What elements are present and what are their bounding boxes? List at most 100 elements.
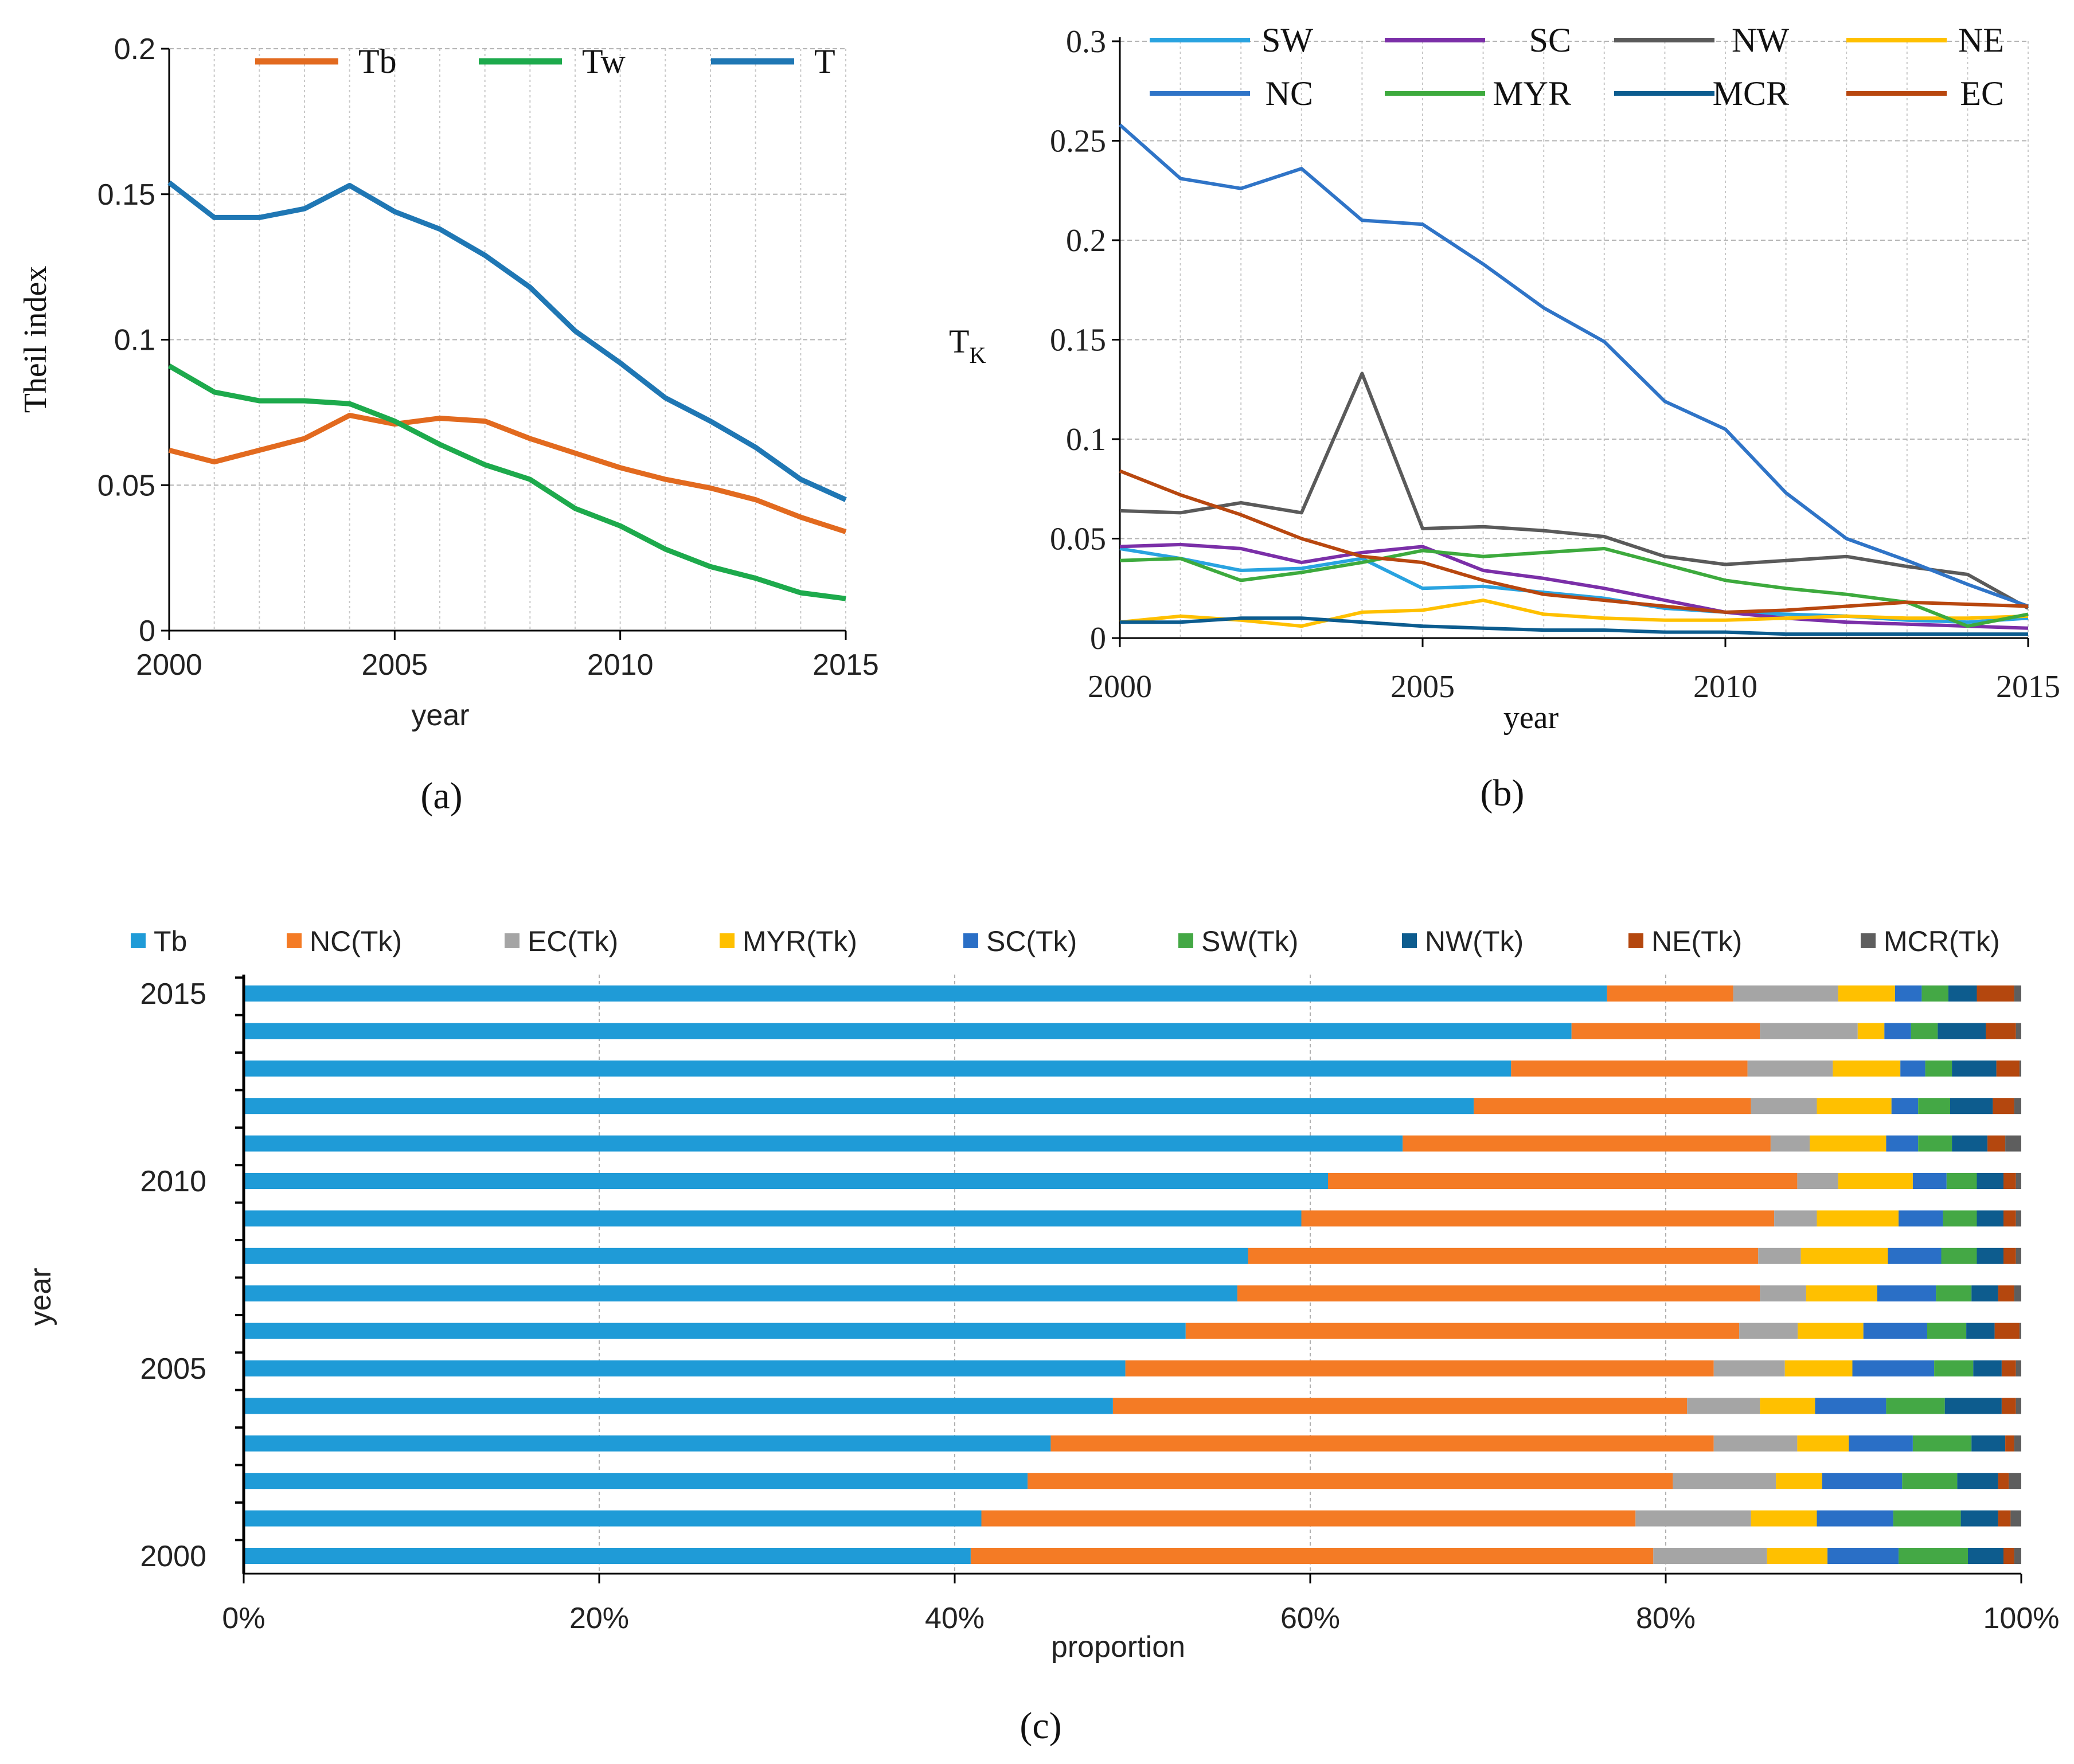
panel-b-legend-label-ne: NE	[1958, 21, 2004, 59]
panel-c-legend-label-swtk: SW(Tk)	[1201, 925, 1298, 957]
panel-b-series-ne	[1119, 599, 2029, 628]
panel-c-bar-segment-netk	[1977, 985, 2014, 1002]
panel-c-bar-segment-netk	[1993, 1098, 2014, 1114]
panel-a-x-tick-label: 2010	[587, 648, 654, 682]
panel-b-y-tick-label: 0	[1090, 621, 1106, 656]
panel-c-bar-segment-nwtk	[1960, 1510, 1998, 1527]
panel-a-y-tick-label: 0.2	[114, 33, 155, 66]
panel-c-bar-segment-nctk	[1248, 1247, 1759, 1264]
panel-c-bar-segment-myrtk	[1776, 1473, 1822, 1489]
panel-c-x-tick-label: 0%	[222, 1602, 265, 1635]
panel-c-bar-segment-tb	[244, 1210, 1302, 1227]
panel-b-series-nw	[1119, 371, 2029, 610]
panel-b-x-tick-labels: 2000 2005 2010 2015	[1088, 638, 2060, 705]
panel-c-bar-segment-myrtk	[1838, 985, 1895, 1002]
panel-c-bar-segment-myrtk	[1760, 1398, 1815, 1414]
panel-c-bar-segment-swtk	[1918, 1135, 1952, 1152]
panel-c-x-tick-label: 60%	[1280, 1602, 1340, 1635]
panel-c-bar-segment-myrtk	[1838, 1173, 1913, 1189]
panel-c-bar-segment-netk	[2001, 1360, 2016, 1376]
panel-a-label: (a)	[420, 775, 462, 817]
panel-c-bar-segment-sctk	[1899, 1210, 1943, 1227]
panel-c-bar-segment-nctk	[1112, 1398, 1688, 1414]
panel-c-bar-segment-mcrtk	[2016, 1023, 2021, 1039]
panel-c-bar-segment-nwtk	[1952, 1060, 1997, 1077]
panel-b-y-tick-label: 0.3	[1066, 24, 1106, 60]
panel-b-y-tick-label: 0.2	[1066, 223, 1106, 259]
panel-b-legend-label-nw: NW	[1732, 21, 1789, 59]
panel-c-bar-segment-tb	[244, 1323, 1186, 1339]
panel-c-bar-segment-mcrtk	[2016, 1360, 2021, 1376]
panel-c-bar-segment-nctk	[1403, 1135, 1771, 1152]
panel-c-bar-segment-mcrtk	[2009, 1473, 2021, 1489]
panel-c-bar-segment-netk	[1996, 1060, 2020, 1077]
panel-b-legend-label-sc: SC	[1529, 21, 1571, 59]
panel-a-series-tb	[168, 413, 847, 534]
panel-c-bar-segment-netk	[1998, 1473, 2009, 1489]
panel-c-bar-segment-swtk	[1941, 1247, 1977, 1264]
panel-b-series-mcr	[1120, 616, 2028, 636]
panel-a-y-tick-label: 0.1	[114, 324, 155, 357]
panel-c-legend-swatch-nctk	[287, 933, 302, 948]
panel-b-series-sw	[1119, 546, 2029, 624]
panel-b-series-nc	[1119, 123, 2029, 608]
panel-c-bar-segment-ectk	[1751, 1098, 1817, 1114]
panel-c-bar-segment-nwtk	[1957, 1473, 1998, 1489]
panel-c-legend-swatch-sctk	[963, 933, 978, 948]
panel-b-legend-label-ec: EC	[1960, 75, 2004, 112]
panel-c-bar-segment-myrtk	[1857, 1023, 1885, 1039]
panel-c-bar-segment-myrtk	[1817, 1210, 1899, 1227]
panel-c-bar-segment-sctk	[1877, 1285, 1936, 1302]
panel-c-bar-segment-netk	[1986, 1023, 2016, 1039]
panel-b-y-axis-title-main: T	[949, 323, 969, 360]
panel-c-bar-segment-tb	[244, 1135, 1403, 1152]
panel-a-x-axis-title: year	[411, 699, 469, 732]
panel-c-bar-segment-netk	[2003, 1173, 2016, 1189]
panel-c-y-tick-label: 2000	[140, 1540, 206, 1573]
panel-c-bar-segment-nwtk	[1977, 1247, 2003, 1264]
panel-c-bar-segment-ectk	[1713, 1435, 1798, 1452]
panel-a-y-axis-title: Theil index	[18, 266, 53, 413]
panel-c-bar-segment-tb	[244, 1023, 1572, 1039]
panel-b-y-tick-label: 0.1	[1066, 422, 1106, 457]
panel-c-bar-segment-nctk	[1028, 1473, 1673, 1489]
panel-c-x-tick-label: 100%	[1983, 1602, 2060, 1635]
panel-c-bar-segment-nctk	[1185, 1323, 1740, 1339]
panel-c-bar-segment-swtk	[1902, 1473, 1958, 1489]
panel-c-legend-swatch-swtk	[1178, 933, 1193, 948]
panel-c-bar-segment-myrtk	[1806, 1285, 1877, 1302]
panel-b-x-tick-label: 2015	[1996, 669, 2060, 705]
panel-c-bar-segment-mcrtk	[2010, 1510, 2021, 1527]
panel-a-legend-label-tb: Tb	[358, 42, 397, 80]
panel-c-bar-segment-tb	[244, 1285, 1237, 1302]
panel-c-bar-segment-swtk	[1912, 1435, 1972, 1452]
panel-c-bar-segment-mcrtk	[2014, 1435, 2021, 1452]
panel-c-bar-segment-myrtk	[1810, 1135, 1886, 1152]
panel-c-bar-segment-ectk	[1758, 1247, 1801, 1264]
panel-b-legend-label-mcr: MCR	[1713, 75, 1789, 112]
panel-c-bar-segment-sctk	[1886, 1135, 1919, 1152]
panel-c-bar-segment-swtk	[1911, 1023, 1938, 1039]
panel-c-bar-segment-sctk	[1822, 1473, 1903, 1489]
panel-b-y-tick-label: 0.15	[1050, 323, 1106, 358]
panel-c-bar-segment-sctk	[1863, 1323, 1928, 1339]
panel-c-legend-label-mcrtk: MCR(Tk)	[1884, 925, 2000, 957]
panel-c-bar-segment-ectk	[1673, 1473, 1776, 1489]
panel-c-bar-segment-sctk	[1849, 1435, 1913, 1452]
panel-c-bar-segment-nwtk	[1938, 1023, 1986, 1039]
panel-c-bar-segment-mcrtk	[2019, 1060, 2021, 1077]
panel-b-x-tick-label: 2010	[1693, 669, 1757, 705]
panel-a-series-t	[167, 180, 847, 502]
panel-c-bar-segment-ectk	[1797, 1173, 1838, 1189]
panel-c-legend: Tb NC(Tk) EC(Tk) MYR(Tk) SC(Tk) SW(Tk) NW(Tk) N…	[131, 925, 2000, 957]
panel-c-bar-segment-sctk	[1888, 1247, 1942, 1264]
panel-b-y-axis-title: TK	[949, 323, 986, 368]
panel-c-bar-segment-nctk	[1474, 1098, 1751, 1114]
panel-c-bar-segment-nctk	[1237, 1285, 1760, 1302]
panel-c-bar-segment-ectk	[1713, 1360, 1785, 1376]
panel-c-bar-segment-ectk	[1760, 1023, 1858, 1039]
panel-c-y-tick-label: 2010	[140, 1165, 206, 1198]
panel-c-bar-segment-myrtk	[1797, 1435, 1849, 1452]
panel-c-bar-segment-nctk	[1125, 1360, 1714, 1376]
panel-c-bar-segment-swtk	[1893, 1510, 1961, 1527]
